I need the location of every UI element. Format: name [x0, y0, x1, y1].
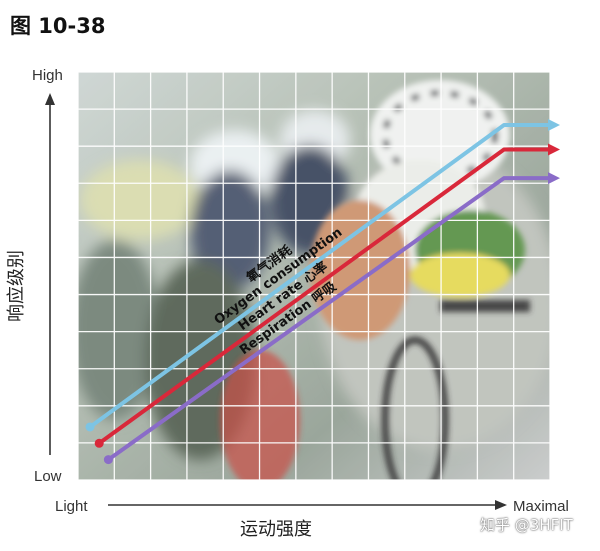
x-axis-high-label: Maximal: [513, 498, 569, 515]
series-layer: [85, 119, 560, 465]
x-axis-title: 运动强度: [240, 519, 312, 540]
cyclist-silhouette: [220, 80, 530, 480]
series-start-point-respiration: [103, 455, 113, 465]
x-axis-low-label: Light: [55, 498, 88, 515]
series-start-point-oxygen-consumption: [85, 422, 95, 432]
series-line-respiration: [107, 176, 550, 462]
y-axis-low-label: Low: [34, 468, 62, 485]
series-line-oxygen-consumption: [88, 123, 550, 429]
watermark: 知乎 @3HFIT: [480, 516, 573, 534]
series-start-point-heart-rate: [94, 438, 104, 448]
series-arrowhead-oxygen-consumption: [548, 119, 560, 132]
y-axis-high-label: High: [32, 67, 63, 84]
series-arrowhead-heart-rate: [548, 143, 560, 156]
series-arrowhead-respiration: [548, 172, 560, 185]
y-axis-title: 响应级别: [6, 250, 27, 322]
series-line-heart-rate: [98, 147, 550, 445]
figure-title: 图 10-38: [10, 14, 106, 38]
chart-grid: [77, 71, 551, 481]
